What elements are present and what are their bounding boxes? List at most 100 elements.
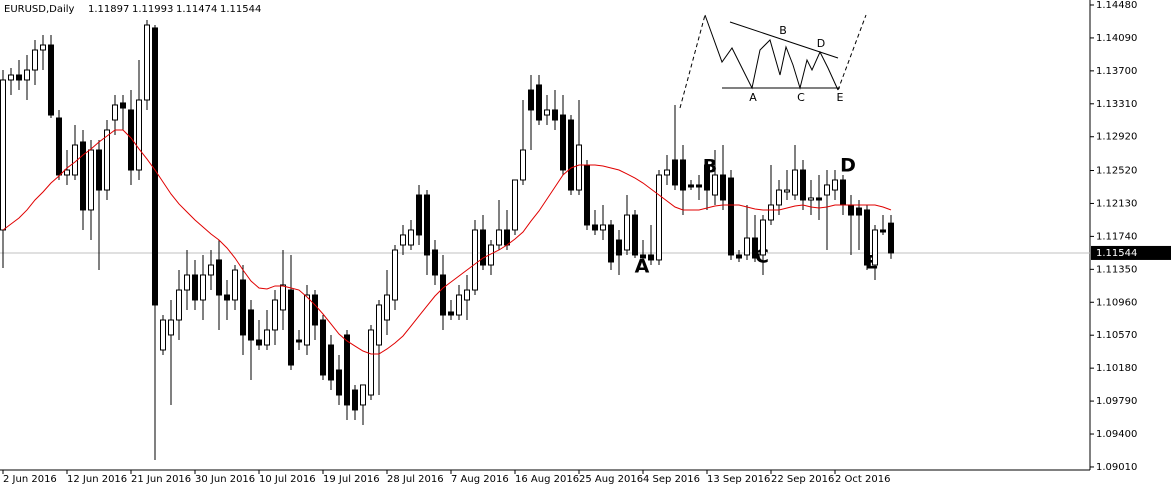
candle-body xyxy=(80,141,86,211)
moving-average-line xyxy=(2,129,892,355)
candle-body xyxy=(0,79,6,231)
x-tick-label: 10 Jul 2016 xyxy=(259,474,316,485)
candle-body xyxy=(840,179,846,206)
candle-body xyxy=(384,294,390,321)
chart-title: EURUSD,Daily xyxy=(4,4,75,15)
pattern-label: A xyxy=(749,91,757,104)
candle-body xyxy=(416,194,422,236)
x-tick-label: 4 Sep 2016 xyxy=(643,474,700,485)
candle-body xyxy=(40,44,46,51)
y-tick-label: 1.09400 xyxy=(1096,429,1137,440)
y-tick-label: 1.11350 xyxy=(1096,264,1137,275)
candle-body xyxy=(576,144,582,191)
candle-body xyxy=(328,344,334,381)
candle-body xyxy=(800,169,806,201)
candle-body xyxy=(448,311,454,316)
y-tick-label: 1.09790 xyxy=(1096,396,1137,407)
x-tick-label: 28 Jul 2016 xyxy=(387,474,444,485)
header-values: 1.11897 1.11993 1.11474 1.11544 xyxy=(88,4,261,15)
x-tick-label: 12 Jun 2016 xyxy=(67,474,127,485)
y-tick-label: 1.13700 xyxy=(1096,66,1137,77)
candle-body xyxy=(496,229,502,246)
candle-body xyxy=(88,149,94,211)
y-tick-label: 1.12130 xyxy=(1096,198,1137,209)
candle-body xyxy=(456,294,462,316)
candle-body xyxy=(440,274,446,316)
candle-body xyxy=(672,159,678,186)
pattern-label: C xyxy=(797,91,805,104)
candle-body xyxy=(160,319,166,351)
header-value: 1.11993 xyxy=(132,4,173,15)
candle-body xyxy=(768,204,774,221)
candle-body xyxy=(56,117,62,176)
candle-body xyxy=(240,279,246,336)
candle-body xyxy=(600,224,606,231)
candle-body xyxy=(528,89,534,111)
x-tick-label: 13 Sep 2016 xyxy=(707,474,770,485)
candle-body xyxy=(856,207,862,216)
x-tick-label: 25 Aug 2016 xyxy=(579,474,643,485)
header-value: 1.11544 xyxy=(220,4,261,15)
candle-body xyxy=(744,237,750,256)
candle-body xyxy=(568,119,574,191)
annotation: D xyxy=(840,155,856,177)
candle-body xyxy=(816,197,822,201)
candle-body xyxy=(368,329,374,396)
candle-body xyxy=(120,102,126,109)
candle-body xyxy=(144,24,150,101)
candle-body xyxy=(408,229,414,246)
candle-body xyxy=(688,184,694,188)
candle-body xyxy=(400,234,406,246)
candle-body xyxy=(704,164,710,191)
x-tick-label: 2 Oct 2016 xyxy=(835,474,890,485)
candle-body xyxy=(360,384,366,406)
candle-body xyxy=(96,149,102,191)
candle-body xyxy=(792,169,798,196)
candle-body xyxy=(432,249,438,276)
candle-body xyxy=(848,204,854,216)
candle-body xyxy=(720,174,726,201)
x-tick-label: 22 Sep 2016 xyxy=(771,474,834,485)
y-tick-label: 1.10570 xyxy=(1096,330,1137,341)
candle-body xyxy=(832,179,838,191)
candle-body xyxy=(888,222,894,254)
candle-body xyxy=(592,224,598,231)
candle-body xyxy=(256,339,262,346)
header-value: 1.11897 xyxy=(88,4,129,15)
candle-body xyxy=(584,164,590,226)
candle-body xyxy=(104,129,110,191)
x-tick-label: 19 Jul 2016 xyxy=(323,474,380,485)
y-tick-label: 1.14090 xyxy=(1096,33,1137,44)
pattern-dashed-line xyxy=(679,14,706,109)
candle-body xyxy=(192,274,198,301)
candle-body xyxy=(872,229,878,266)
x-tick-label: 2 Jun 2016 xyxy=(3,474,57,485)
candle-body xyxy=(504,229,510,246)
candle-body xyxy=(152,27,158,306)
plot-area xyxy=(0,20,894,460)
candle-body xyxy=(112,104,118,121)
candle-body xyxy=(48,44,54,116)
candle-body xyxy=(64,169,70,176)
candle-body xyxy=(616,239,622,256)
header-value: 1.11474 xyxy=(176,4,217,15)
y-tick-label: 1.10960 xyxy=(1096,297,1137,308)
pattern-label: E xyxy=(837,91,844,104)
candle-body xyxy=(208,264,214,276)
candle-body xyxy=(136,99,142,171)
pattern-label: D xyxy=(817,37,825,50)
candle-body xyxy=(200,274,206,301)
candle-body xyxy=(232,269,238,301)
x-tick-label: 21 Jun 2016 xyxy=(131,474,191,485)
pattern-inset xyxy=(679,14,867,109)
candle-body xyxy=(712,174,718,196)
annotation: A xyxy=(635,256,650,278)
candle-body xyxy=(16,74,22,81)
candle-body xyxy=(696,184,702,188)
candle-body xyxy=(752,237,758,259)
x-tick-label: 30 Jun 2016 xyxy=(195,474,255,485)
pattern-zigzag xyxy=(704,14,839,91)
y-tick-label: 1.10180 xyxy=(1096,363,1137,374)
